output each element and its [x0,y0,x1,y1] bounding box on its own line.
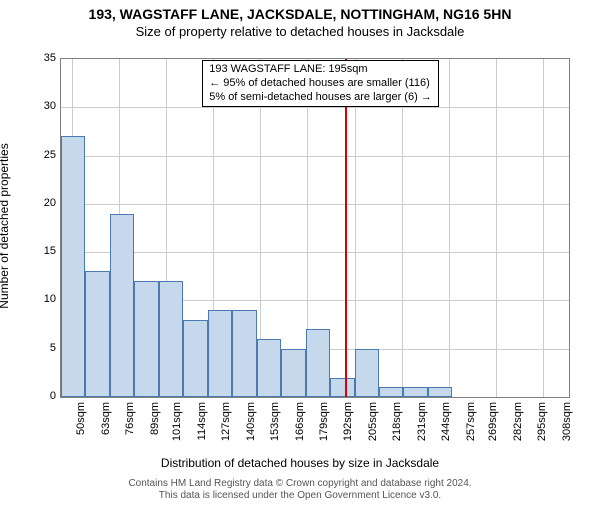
y-tick-label: 30 [26,100,56,112]
histogram-bar [183,320,207,397]
gridline-v [449,59,450,397]
gridline-h [61,107,569,108]
histogram-bar [403,387,427,397]
histogram-bar [330,378,354,397]
y-axis-label: Number of detached properties [0,143,11,308]
x-tick-label: 114sqm [196,402,208,440]
histogram-bar [61,136,85,397]
x-tick-label: 192sqm [342,402,354,441]
x-tick-label: 282sqm [512,402,524,441]
info-box-line: 5% of semi-detached houses are larger (6… [209,91,432,105]
x-tick-label: 101sqm [171,402,183,441]
x-tick-label: 153sqm [269,402,281,441]
y-tick-label: 5 [26,342,56,354]
info-box-line: 193 WAGSTAFF LANE: 195sqm [209,63,432,77]
gridline-v [355,59,356,397]
histogram-bar [208,310,232,397]
y-tick-label: 15 [26,245,56,257]
x-tick-label: 231sqm [416,402,428,441]
gridline-h [61,156,569,157]
chart-plot-area [60,58,570,398]
histogram-bar [110,214,134,397]
x-tick-label: 76sqm [124,402,136,435]
footer-line-1: Contains HM Land Registry data © Crown c… [128,478,471,489]
x-tick-label: 50sqm [75,402,87,435]
info-box-line: ← 95% of detached houses are smaller (11… [209,77,432,91]
x-tick-label: 257sqm [465,402,477,441]
histogram-bar [281,349,305,397]
histogram-bar [159,281,183,397]
gridline-h [61,252,569,253]
y-tick-label: 35 [26,52,56,64]
x-tick-label: 269sqm [487,402,499,441]
info-box: 193 WAGSTAFF LANE: 195sqm← 95% of detach… [202,60,439,107]
gridline-v [496,59,497,397]
x-axis-label: Distribution of detached houses by size … [0,456,600,470]
histogram-bar [85,271,109,397]
x-tick-label: 140sqm [245,402,257,441]
histogram-bar [134,281,158,397]
histogram-bar [379,387,403,397]
x-tick-label: 218sqm [391,402,403,441]
title-line-2: Size of property relative to detached ho… [0,24,600,39]
y-tick-label: 0 [26,390,56,402]
x-tick-label: 308sqm [561,402,573,441]
gridline-v [402,59,403,397]
histogram-bar [257,339,281,397]
y-tick-label: 20 [26,197,56,209]
gridline-h [61,204,569,205]
y-tick-label: 25 [26,149,56,161]
x-tick-label: 63sqm [100,402,112,435]
footer-line-2: This data is licensed under the Open Gov… [159,490,441,501]
x-tick-label: 295sqm [536,402,548,441]
y-tick-label: 10 [26,293,56,305]
x-tick-label: 205sqm [367,402,379,441]
x-tick-label: 179sqm [318,402,330,441]
footer-attribution: Contains HM Land Registry data © Crown c… [0,478,600,502]
histogram-bar [232,310,256,397]
x-tick-label: 127sqm [220,402,232,441]
title-line-1: 193, WAGSTAFF LANE, JACKSDALE, NOTTINGHA… [0,6,600,22]
x-tick-label: 244sqm [440,402,452,441]
gridline-v [543,59,544,397]
histogram-bar [355,349,379,397]
x-tick-label: 89sqm [149,402,161,435]
histogram-bar [428,387,452,397]
histogram-bar [306,329,330,397]
x-tick-label: 166sqm [294,402,306,441]
reference-line [345,59,347,397]
